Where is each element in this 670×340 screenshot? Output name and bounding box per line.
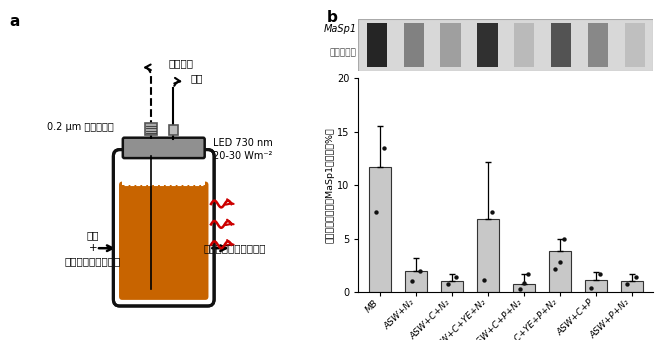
- Point: [371, 209, 381, 215]
- Text: 窒素ガス: 窒素ガス: [168, 58, 194, 68]
- Point: [554, 260, 565, 265]
- Bar: [441, 280, 463, 292]
- Bar: [169, 125, 178, 135]
- FancyBboxPatch shape: [119, 182, 208, 300]
- Bar: [477, 23, 498, 67]
- Point: [523, 271, 533, 277]
- Bar: [440, 23, 461, 67]
- Point: [442, 281, 453, 287]
- Bar: [122, 160, 205, 185]
- Text: 0.2 μm フィルター: 0.2 μm フィルター: [47, 122, 113, 132]
- Text: MaSp1: MaSp1: [324, 24, 356, 34]
- Text: 海水
+
炭酸水素ナトリウム: 海水 + 炭酸水素ナトリウム: [65, 230, 121, 267]
- Text: 海洋性紅色光合成細菌: 海洋性紅色光合成細菌: [204, 243, 266, 253]
- Bar: [551, 23, 572, 67]
- Point: [550, 266, 561, 272]
- Point: [595, 271, 606, 277]
- Point: [415, 268, 425, 274]
- Bar: [620, 280, 643, 292]
- Point: [487, 209, 498, 215]
- Text: タンパク質: タンパク質: [330, 49, 356, 57]
- Point: [559, 236, 570, 241]
- Bar: [624, 23, 645, 67]
- Bar: [405, 271, 427, 292]
- Bar: [513, 284, 535, 292]
- Bar: [477, 219, 499, 292]
- Bar: [585, 279, 607, 292]
- Point: [514, 287, 525, 292]
- Y-axis label: 全タンパク質中のMaSp1の割合（%）: 全タンパク質中のMaSp1の割合（%）: [325, 128, 334, 243]
- Text: b: b: [327, 10, 338, 25]
- Point: [406, 278, 417, 283]
- Text: a: a: [9, 14, 20, 29]
- Point: [379, 145, 390, 151]
- Bar: [514, 23, 535, 67]
- Point: [478, 277, 489, 282]
- Bar: [403, 23, 424, 67]
- Text: LED 730 nm
20-30 Wm⁻²: LED 730 nm 20-30 Wm⁻²: [212, 138, 272, 161]
- Bar: [549, 251, 571, 292]
- Point: [630, 275, 641, 280]
- FancyBboxPatch shape: [123, 138, 205, 158]
- Point: [519, 280, 529, 286]
- Point: [622, 281, 632, 287]
- Bar: [145, 123, 157, 135]
- Bar: [369, 167, 391, 292]
- Point: [586, 285, 597, 291]
- Point: [451, 275, 462, 280]
- Bar: [366, 23, 387, 67]
- Text: 排気: 排気: [190, 73, 203, 83]
- Bar: [588, 23, 608, 67]
- FancyBboxPatch shape: [113, 150, 214, 306]
